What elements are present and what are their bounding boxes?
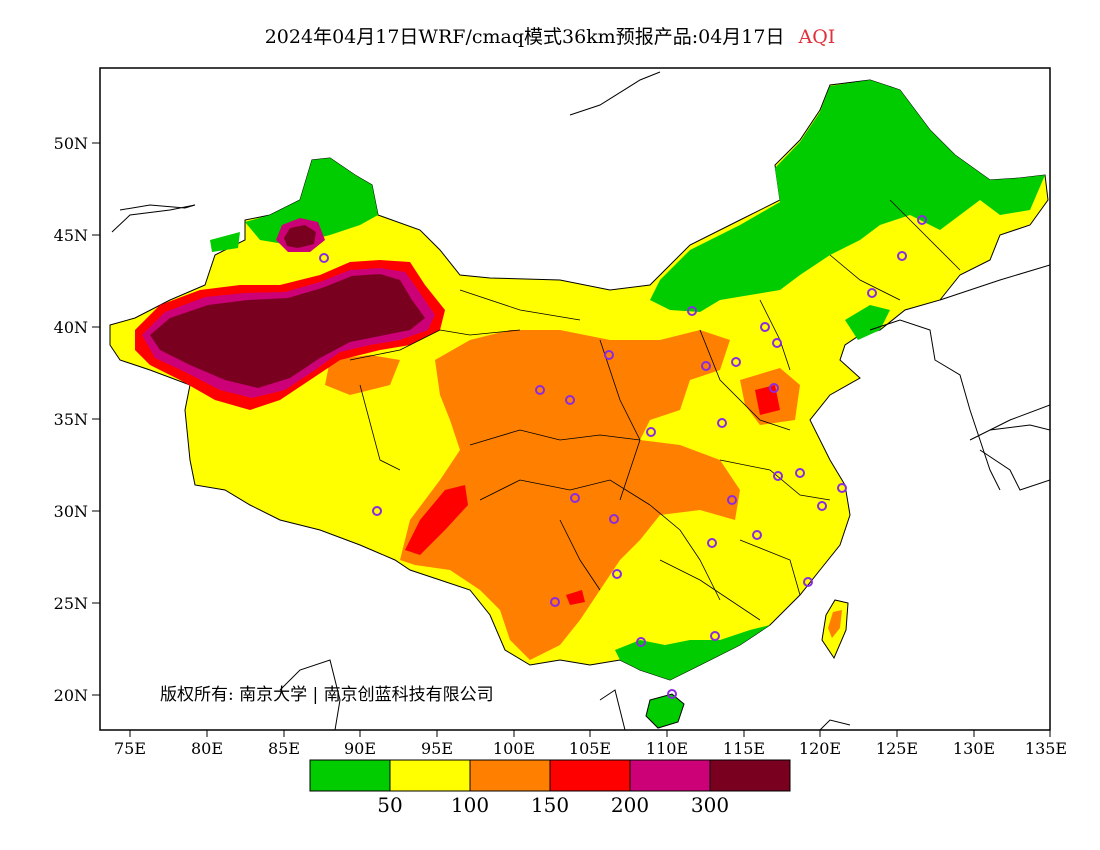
lon-label: 120E [799,739,841,758]
lon-label: 75E [114,739,146,758]
lon-label: 130E [953,739,995,758]
lon-label: 125E [876,739,918,758]
lon-label: 115E [723,739,765,758]
lon-label: 85E [268,739,300,758]
legend-swatch [389,759,471,792]
legend-colorbar [309,759,791,792]
title-main: 2024年04月17日WRF/cmaq模式36km预报产品:04月17日 [264,26,785,48]
region-unhealthy [405,485,468,555]
lat-label: 40N [54,318,88,337]
coastlines [111,71,1050,730]
lon-label: 95E [421,739,453,758]
island-hainan [645,693,685,729]
lat-label: 45N [54,226,88,245]
region-unhealthy-sensitive [400,330,740,660]
legend-swatch [469,759,551,792]
lat-label: 35N [54,410,88,429]
lon-label: 100E [493,739,535,758]
map-frame [99,67,1051,731]
province-boundaries [349,199,961,621]
station-markers [319,215,927,699]
legend-label: 100 [451,793,489,817]
lon-axis [129,730,1051,737]
lon-label: 135E [1025,739,1067,758]
legend-swatch [309,759,391,792]
legend-label: 300 [691,793,729,817]
lon-label: 110E [646,739,688,758]
map-title: 2024年04月17日WRF/cmaq模式36km预报产品:04月17日 AQI [0,22,1100,49]
legend-label: 200 [611,793,649,817]
legend-swatch [549,759,631,792]
region-good-northeast [650,80,1045,312]
copyright-text: 版权所有: 南京大学 | 南京创蓝科技有限公司 [160,685,494,705]
legend-swatch [709,759,791,792]
lat-axis [92,142,100,696]
lon-label: 90E [344,739,376,758]
legend-label: 50 [377,793,402,817]
region-good-south [615,625,770,680]
lon-label: 80E [191,739,223,758]
legend-label: 150 [531,793,569,817]
legend-swatch [629,759,711,792]
lat-label: 50N [54,134,88,153]
lat-label: 25N [54,594,88,613]
lat-label: 30N [54,502,88,521]
title-variable: AQI [798,26,836,48]
lat-label: 20N [54,686,88,705]
region-good-northwest [245,158,378,245]
region-hazardous [150,274,425,388]
map-area [109,71,1050,730]
lon-label: 105E [569,739,611,758]
